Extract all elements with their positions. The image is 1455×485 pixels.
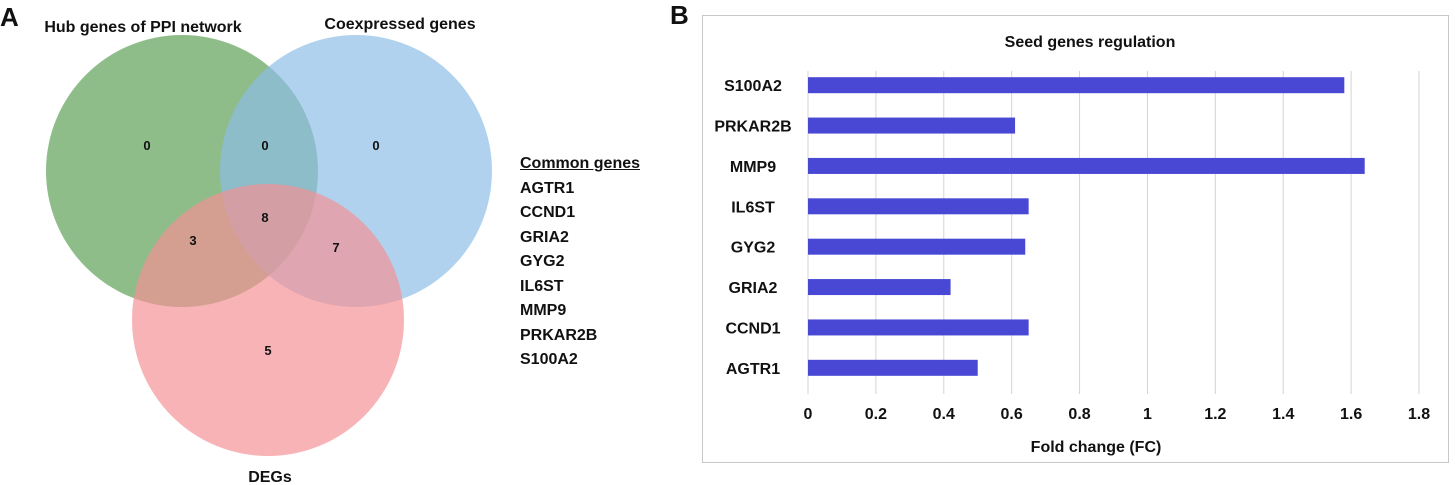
venn-count-hub-degs: 3	[189, 233, 196, 248]
x-tick-label: 1.2	[1204, 406, 1226, 423]
y-category-label: GRIA2	[729, 280, 778, 297]
venn-count-hub-coexp: 0	[261, 138, 268, 153]
bar	[808, 157, 1365, 174]
x-tick-label: 1.8	[1408, 406, 1430, 423]
common-gene-item: MMP9	[520, 302, 567, 319]
x-axis-label: Fold change (FC)	[1031, 439, 1162, 456]
x-tick-label: 0.8	[1068, 406, 1090, 423]
y-category-label: IL6ST	[731, 199, 775, 216]
venn-count-degs-only: 5	[264, 343, 271, 358]
bar	[808, 198, 1029, 215]
common-gene-item: GYG2	[520, 253, 565, 270]
common-genes-list: Common genes AGTR1 CCND1 GRIA2 GYG2 IL6S…	[520, 152, 640, 373]
chart-title: Seed genes regulation	[1005, 34, 1176, 51]
x-tick-label: 0.2	[865, 406, 887, 423]
y-category-label: AGTR1	[726, 361, 780, 378]
common-gene-item: CCND1	[520, 204, 576, 221]
x-tick-label: 0	[804, 406, 813, 423]
venn-diagram: Hub genes of PPI network Coexpressed gen…	[44, 16, 492, 485]
x-tick-label: 1.6	[1340, 406, 1362, 423]
common-gene-item: AGTR1	[520, 179, 575, 197]
bar	[808, 238, 1026, 255]
common-gene-item: PRKAR2B	[520, 326, 598, 344]
venn-label-coexpressed: Coexpressed genes	[324, 16, 475, 33]
y-category-label: S100A2	[724, 78, 782, 95]
bar-chart-panel: Seed genes regulation 0 0.2 0.4 0.6 0.8 1 1.2 1.…	[702, 15, 1449, 463]
bar	[808, 359, 978, 376]
x-tick-label: 1	[1143, 406, 1152, 423]
venn-count-all-three: 8	[261, 210, 268, 225]
bar	[808, 319, 1029, 336]
venn-count-hub-only: 0	[143, 138, 150, 153]
bar	[808, 117, 1016, 134]
venn-circle-degs	[132, 184, 404, 456]
x-tick-label: 0.6	[1001, 406, 1023, 423]
panel-label-b: B	[670, 0, 689, 30]
y-category-label: CCND1	[725, 320, 780, 337]
y-category-label: GYG2	[731, 240, 776, 257]
venn-count-coexp-only: 0	[372, 138, 379, 153]
y-category-label: MMP9	[730, 159, 776, 176]
bar-chart: Seed genes regulation 0 0.2 0.4 0.6 0.8 1 1.2 1.…	[714, 34, 1430, 456]
venn-count-coexp-degs: 7	[332, 240, 339, 255]
venn-label-degs: DEGs	[248, 469, 292, 485]
bar	[808, 279, 951, 296]
panel-label-a: A	[0, 2, 19, 32]
common-gene-item: GRIA2	[520, 228, 569, 246]
venn-label-hub: Hub genes of PPI network	[44, 19, 241, 36]
common-genes-header: Common genes	[520, 155, 641, 172]
x-tick-label: 1.4	[1272, 406, 1294, 423]
x-tick-label: 0.4	[933, 406, 955, 423]
common-gene-item: S100A2	[520, 351, 578, 368]
y-category-label: PRKAR2B	[714, 119, 791, 136]
common-gene-item: IL6ST	[520, 277, 564, 295]
bar	[808, 77, 1345, 94]
